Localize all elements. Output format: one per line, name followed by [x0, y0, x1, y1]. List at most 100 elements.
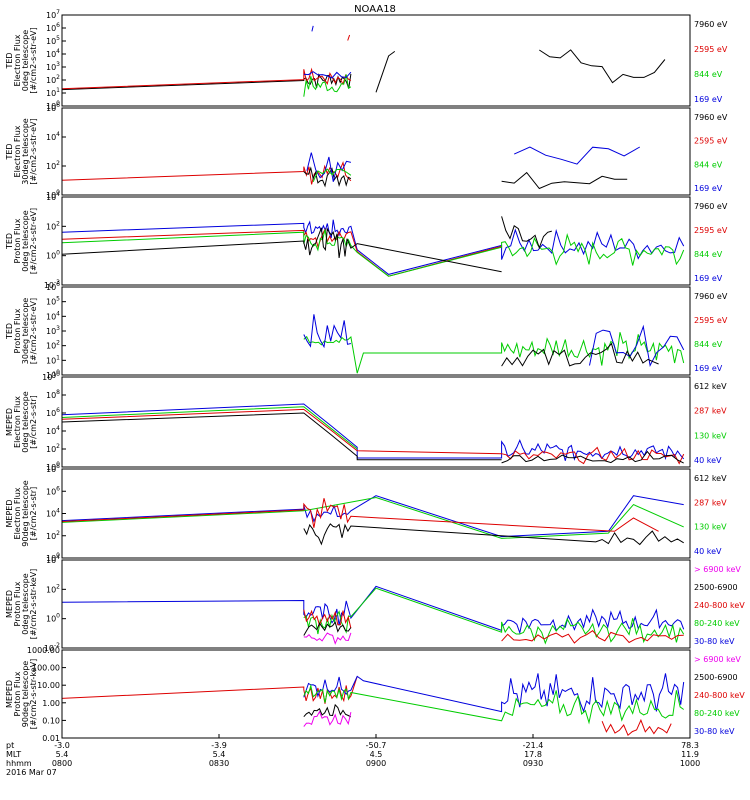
panel-7-tick-label-5: 1000.00 [27, 646, 60, 655]
panel-5-tick-label-3: 106 [46, 485, 60, 496]
panel-5-tick-label-0: 100 [46, 552, 60, 563]
panel-5-trace-3 [303, 523, 684, 546]
panel-3-ylabel-line-1: Proton Flux [13, 308, 22, 353]
panel-3-tick-label-3: 103 [46, 325, 60, 336]
panel-7-ylabel-line-2: 90deg telescope [21, 661, 30, 728]
footer-hhmm-0: 0800 [52, 759, 72, 768]
panel-2-trace-2 [61, 229, 685, 277]
panel-2-ylabel: TEDProton Flux0deg telescope[#/cm2-s-str… [5, 208, 38, 274]
panel-7: 0.01 0.10 1.00 10.00 100.00 1000.00 MEPEDProto… [5, 646, 745, 743]
panel-3-frame [61, 286, 691, 376]
panel-1-legend-0: 7960 eV [694, 113, 728, 122]
panel-7-ylabel-line-3: [#/cm2-s-str-keV] [29, 659, 38, 730]
panel-7-ylabel: MEPEDProton Flux90deg telescope[#/cm2-s-… [5, 659, 38, 730]
panel-2-ylabel-line-0: TED [5, 233, 14, 250]
panel-1-traces [61, 146, 641, 190]
panel-5-trace-1 [61, 496, 684, 539]
footer-row-label-0: pt [6, 741, 14, 750]
panel-6-legend-3: 80-240 keV [694, 619, 740, 628]
panel-0-tick-label-2: 102 [46, 74, 60, 85]
panel-7-ylabel-line-0: MEPED [5, 680, 14, 708]
panel-1-trace-1 [303, 166, 352, 188]
footer-pos-0: -3.0 [54, 741, 70, 750]
panel-0-trace-5 [311, 25, 314, 32]
panel-5-frame [61, 468, 691, 559]
chart-title: NOAA18 [354, 4, 396, 15]
panel-2-ylabel-line-1: Proton Flux [13, 218, 22, 263]
panel-2-tick-label-3: 104 [46, 191, 60, 202]
panel-4-tick-label-5: 1010 [42, 371, 60, 382]
panel-4-tick-label-2: 104 [46, 425, 60, 436]
panel-1-trace-3 [312, 168, 352, 182]
panel-3-trace-0 [303, 332, 685, 374]
panel-1-trace-0 [61, 161, 352, 185]
panel-1-ylabel-line-3: [#/cm2-s-str-eV] [29, 118, 38, 184]
panel-6-ylabel-line-0: MEPED [5, 590, 14, 618]
panel-6-ylabel-line-1: Proton Flux [13, 581, 22, 626]
panel-4-tick-label-3: 106 [46, 407, 60, 418]
panel-3-tick-label-0: 100 [46, 369, 60, 380]
panel-3-tick-label-5: 105 [46, 296, 60, 307]
panel-7-legend-3: 80-240 keV [694, 709, 740, 718]
panel-2-tick-label-1: 100 [46, 250, 60, 261]
panel-4-ylabel-line-0: MEPED [5, 408, 14, 436]
panel-5-ylabel-line-3: [#/cm2-s-str] [29, 487, 38, 540]
panel-5-traces [61, 495, 684, 546]
footer-mlt-0: 5.4 [56, 750, 69, 759]
panel-0-tick-label-5: 105 [46, 35, 60, 46]
panel-0-ylabel: TEDElectron Flux0deg telescope[#/cm2-s-s… [5, 27, 38, 93]
panel-6-legend-2: 240-800 keV [694, 601, 745, 610]
panel-7-legend-2: 240-800 keV [694, 691, 745, 700]
panel-3-tick-label-1: 101 [46, 354, 60, 365]
panel-7-trace-1 [303, 673, 685, 713]
footer-hhmm-2: 0900 [366, 759, 386, 768]
panel-0-legend-3: 169 eV [694, 95, 723, 104]
footer-mlt-4: 11.9 [681, 750, 699, 759]
panel-0-tick-label-6: 106 [46, 22, 60, 33]
panel-5: 100 102 104 106 108 MEPEDElectron Flux90deg t… [5, 463, 727, 563]
panel-2-tick-label-2: 102 [46, 220, 60, 231]
panel-3-legend-0: 7960 eV [694, 292, 728, 301]
panel-0-ylabel-line-0: TED [5, 52, 14, 69]
footer-pos-3: -21.4 [523, 741, 544, 750]
panel-3-ylabel-line-3: [#/cm2-s-str-eV] [29, 298, 38, 364]
panel-7-ylabel-line-1: Proton Flux [13, 671, 22, 716]
footer-mlt-3: 17.8 [524, 750, 542, 759]
panel-6-trace-3 [303, 621, 352, 636]
panel-7-tick-label-1: 0.10 [42, 716, 60, 725]
panel-0-tick-label-7: 107 [46, 9, 60, 20]
footer-row-label-2: hhmm [6, 759, 32, 768]
panel-3-legend-2: 844 eV [694, 340, 723, 349]
panel-3-traces [303, 314, 685, 374]
panel-4-trace-0 [61, 403, 685, 461]
panel-0-ylabel-line-3: [#/cm2-s-str-eV] [29, 27, 38, 93]
panel-0-legend-0: 7960 eV [694, 20, 728, 29]
panel-4-trace-1 [61, 406, 358, 450]
panel-1-legend-1: 2595 eV [694, 137, 728, 146]
panel-6-tick-label-0: 10-2 [44, 642, 60, 653]
panel-3-tick-label-4: 104 [46, 310, 60, 321]
panel-1-trace-5 [513, 146, 641, 165]
footer-row-label-3: 2016 Mar 07 [6, 768, 57, 777]
panel-3: 100 101 102 103 104 105 106 TEDProton Flux30deg… [5, 281, 728, 380]
panel-6-tick-label-2: 102 [46, 583, 60, 594]
panel-0-trace-7 [539, 49, 666, 84]
panel-0-ylabel-line-1: Electron Flux [13, 34, 22, 86]
panel-7-tick-label-4: 100.00 [32, 664, 60, 673]
panel-6-legend-0: > 6900 keV [694, 565, 741, 574]
panel-7-tick-label-0: 0.01 [42, 734, 60, 743]
panel-1: 100 102 104 106 TEDElectron Flux30deg telesc… [5, 102, 728, 200]
footer-hhmm-4: 1000 [680, 759, 700, 768]
panel-1-ylabel-line-1: Electron Flux [13, 125, 22, 177]
panel-1-tick-label-0: 100 [46, 189, 60, 200]
panel-7-trace-4 [303, 710, 352, 727]
panel-0: 100 101 102 103 104 105 106 107 TEDElectron Flux… [5, 9, 728, 111]
panel-3-trace-3 [501, 342, 659, 367]
panel-6-trace-0 [61, 585, 685, 635]
panel-1-ylabel-line-0: TED [5, 143, 14, 160]
panel-2-traces [61, 216, 685, 277]
panel-6-legend-1: 2500-6900 [694, 583, 738, 592]
panel-5-legend-0: 612 keV [694, 474, 727, 483]
panel-1-tick-label-1: 102 [46, 160, 60, 171]
